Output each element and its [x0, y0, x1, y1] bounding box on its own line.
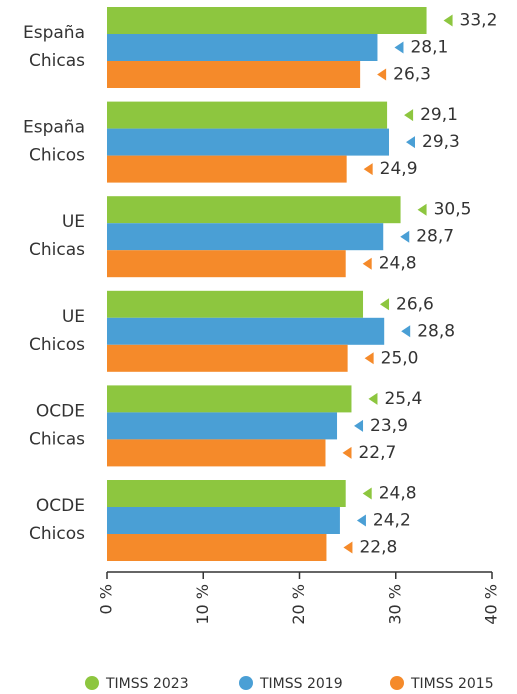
bar — [107, 439, 326, 467]
value-label: 28,8 — [417, 321, 455, 341]
value-label: 33,2 — [460, 11, 498, 31]
value-label: 22,8 — [359, 538, 397, 558]
value-label: 24,2 — [373, 511, 411, 531]
value-label: 23,9 — [370, 416, 408, 436]
value-label-marker — [406, 136, 416, 149]
value-label: 28,7 — [416, 227, 454, 247]
x-tick-label: 10 % — [193, 584, 212, 625]
value-label-marker — [417, 203, 427, 216]
value-label-marker — [368, 392, 378, 405]
value-label-marker — [343, 541, 353, 554]
bar — [107, 385, 352, 413]
bar — [107, 34, 378, 61]
value-label: 29,3 — [422, 132, 460, 152]
value-label: 22,7 — [358, 443, 396, 463]
value-label-marker — [364, 352, 374, 365]
value-label: 30,5 — [434, 200, 472, 220]
value-label: 24,9 — [380, 159, 418, 179]
bar — [107, 61, 361, 88]
value-label-marker — [394, 41, 404, 54]
x-tick-label: 40 % — [482, 584, 501, 625]
legend-label: TIMSS 2023 — [105, 676, 189, 692]
category-label: OCDE Chicos — [29, 496, 85, 544]
bar — [107, 155, 347, 183]
bar — [107, 290, 364, 318]
value-label: 24,8 — [379, 254, 417, 274]
value-label-marker — [342, 446, 352, 459]
category-label: UE Chicos — [29, 307, 85, 355]
value-label: 25,4 — [384, 389, 422, 409]
x-tick-label: 30 % — [385, 584, 404, 625]
value-label-marker — [377, 68, 387, 81]
bar — [107, 250, 346, 278]
value-label: 29,1 — [420, 105, 458, 125]
legend-label: TIMSS 2019 — [259, 676, 343, 692]
bar — [107, 480, 346, 507]
value-label: 26,3 — [393, 65, 431, 85]
bar — [107, 412, 338, 440]
bar — [107, 344, 348, 372]
legend-label: TIMSS 2015 — [410, 676, 494, 692]
bar — [107, 128, 390, 156]
bar — [107, 101, 388, 129]
bar — [107, 507, 340, 534]
bar — [107, 317, 385, 345]
value-label-marker — [401, 325, 411, 338]
value-label-marker — [356, 514, 366, 527]
category-label: OCDE Chicas — [29, 401, 85, 449]
value-label-marker — [362, 487, 372, 500]
category-label: UE Chicas — [29, 212, 85, 260]
value-label-marker — [363, 163, 373, 176]
legend-marker — [239, 676, 253, 690]
bar — [107, 534, 327, 561]
value-label-marker — [354, 419, 364, 432]
value-label-marker — [400, 230, 410, 243]
value-label: 26,6 — [396, 294, 434, 314]
value-label-marker — [443, 14, 453, 27]
value-label: 24,8 — [379, 484, 417, 504]
legend-marker — [85, 676, 99, 690]
value-label-marker — [362, 257, 372, 270]
x-tick-label: 20 % — [289, 584, 308, 625]
value-label-marker — [380, 298, 390, 311]
category-label: España Chicas — [23, 23, 85, 71]
x-tick-label: 0 % — [97, 584, 116, 614]
bar — [107, 223, 384, 251]
legend-marker — [390, 676, 404, 690]
value-label: 28,1 — [410, 38, 448, 58]
category-label: España Chicos — [23, 118, 85, 166]
bar — [107, 7, 427, 34]
value-label: 25,0 — [381, 348, 419, 368]
value-label-marker — [404, 109, 414, 122]
bar — [107, 196, 401, 224]
